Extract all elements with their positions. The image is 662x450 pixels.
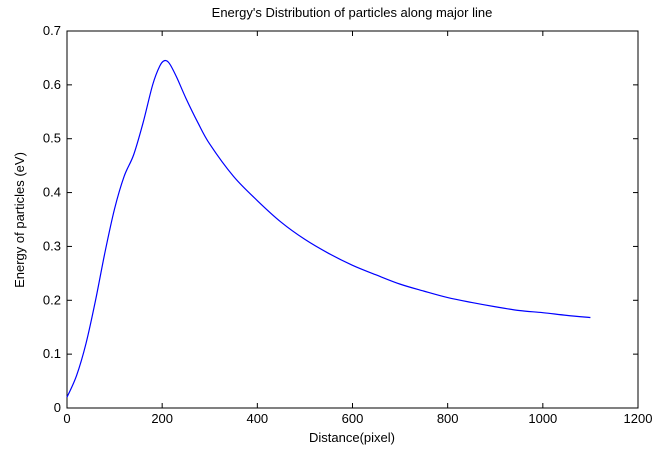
y-tick-label: 0.3 [43, 238, 61, 253]
y-tick-label: 0.1 [43, 346, 61, 361]
chart-title: Energy's Distribution of particles along… [212, 5, 493, 20]
x-tick-label: 600 [342, 411, 364, 426]
y-tick-label: 0.2 [43, 292, 61, 307]
y-tick-label: 0.5 [43, 131, 61, 146]
x-tick-label: 0 [63, 411, 70, 426]
y-tick-label: 0.4 [43, 185, 61, 200]
x-tick-label: 400 [246, 411, 268, 426]
x-tick-label: 1200 [624, 411, 653, 426]
ticks-layer: 0 200 400 600 800 1000 1200 0 0.1 0.2 0.3 0.4 0.5 0.6… [43, 23, 653, 426]
x-tick-label: 200 [151, 411, 173, 426]
plot-area [66, 30, 639, 409]
x-tick-label: 1000 [528, 411, 557, 426]
y-tick-label: 0 [54, 400, 61, 415]
y-tick-label: 0.6 [43, 77, 61, 92]
series-line [66, 59, 591, 398]
y-axis-label: Energy of particles (eV) [12, 152, 27, 288]
y-tick-label: 0.7 [43, 23, 61, 38]
x-tick-label: 800 [437, 411, 459, 426]
x-axis-label: Distance(pixel) [309, 430, 395, 445]
